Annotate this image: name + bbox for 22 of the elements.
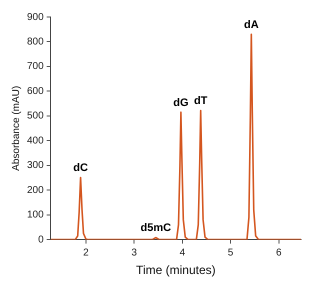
y-tick-label: 300: [26, 160, 44, 172]
annotation: dT: [194, 95, 208, 108]
annotation: dA: [244, 18, 259, 31]
y-tick-label: 800: [26, 36, 44, 48]
x-tick-label: 5: [228, 247, 234, 258]
y-tick-label: 900: [26, 12, 44, 23]
y-tick-label: 100: [26, 210, 44, 221]
annotation: dC: [73, 162, 88, 174]
x-tick-label: 6: [276, 247, 282, 258]
y-tick-label: 700: [26, 61, 44, 72]
annotation: dG: [173, 96, 189, 109]
y-tick-label: 600: [26, 86, 44, 97]
y-tick-label: 0: [38, 234, 44, 246]
y-tick-label: 500: [26, 110, 44, 122]
y-tick-label: 400: [26, 135, 44, 146]
x-tick-label: 3: [131, 247, 138, 258]
annotation: d5mC: [140, 222, 172, 234]
x-tick-label: 4: [180, 247, 186, 258]
y-tick-label: 200: [26, 184, 44, 196]
x-axis-title: Time (minutes): [136, 263, 216, 278]
x-tick-label: 2: [83, 247, 90, 258]
y-axis-title: Absorbance (mAU): [10, 86, 22, 171]
